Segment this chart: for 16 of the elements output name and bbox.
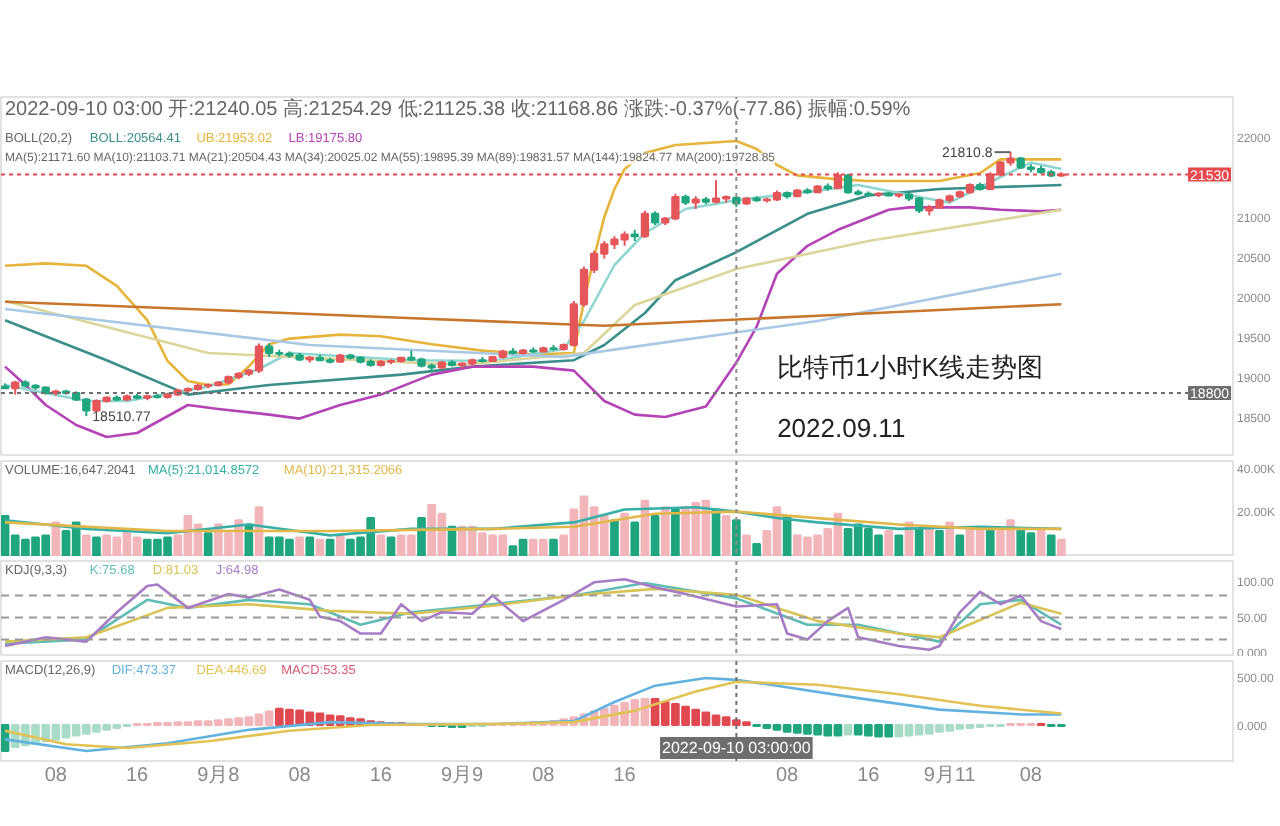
x-tick-label: 08 <box>288 765 312 787</box>
x-tick-label: 16 <box>125 765 150 787</box>
text: 比特币1小时K线走势图 <box>777 352 1043 382</box>
text: 2022.09.11 <box>777 413 906 444</box>
x-tick-label: 08 <box>1019 765 1043 787</box>
x-tick-label: 9月11 <box>923 765 977 787</box>
x-tick-label: 08 <box>532 765 556 787</box>
x-tick-label: 08 <box>44 765 68 787</box>
x-tick-label: 16 <box>369 765 393 787</box>
x-tick-label: 08 <box>776 765 800 787</box>
ref-line-label: 2022-09-10 03:00:00 <box>662 739 812 757</box>
x-tick-label: 9月8 <box>197 765 241 787</box>
x-tick-label: 9月9 <box>440 765 485 787</box>
x-tick-label: 16 <box>613 765 637 787</box>
annotation: 2022-09-10 03:00 开:21240.05 高:21254.29 低:21125.38 收:21168.86 涨跌:-0.37%(-77.86) 振幅:0.59% <box>5 97 911 121</box>
x-tick-label: 16 <box>857 765 881 787</box>
